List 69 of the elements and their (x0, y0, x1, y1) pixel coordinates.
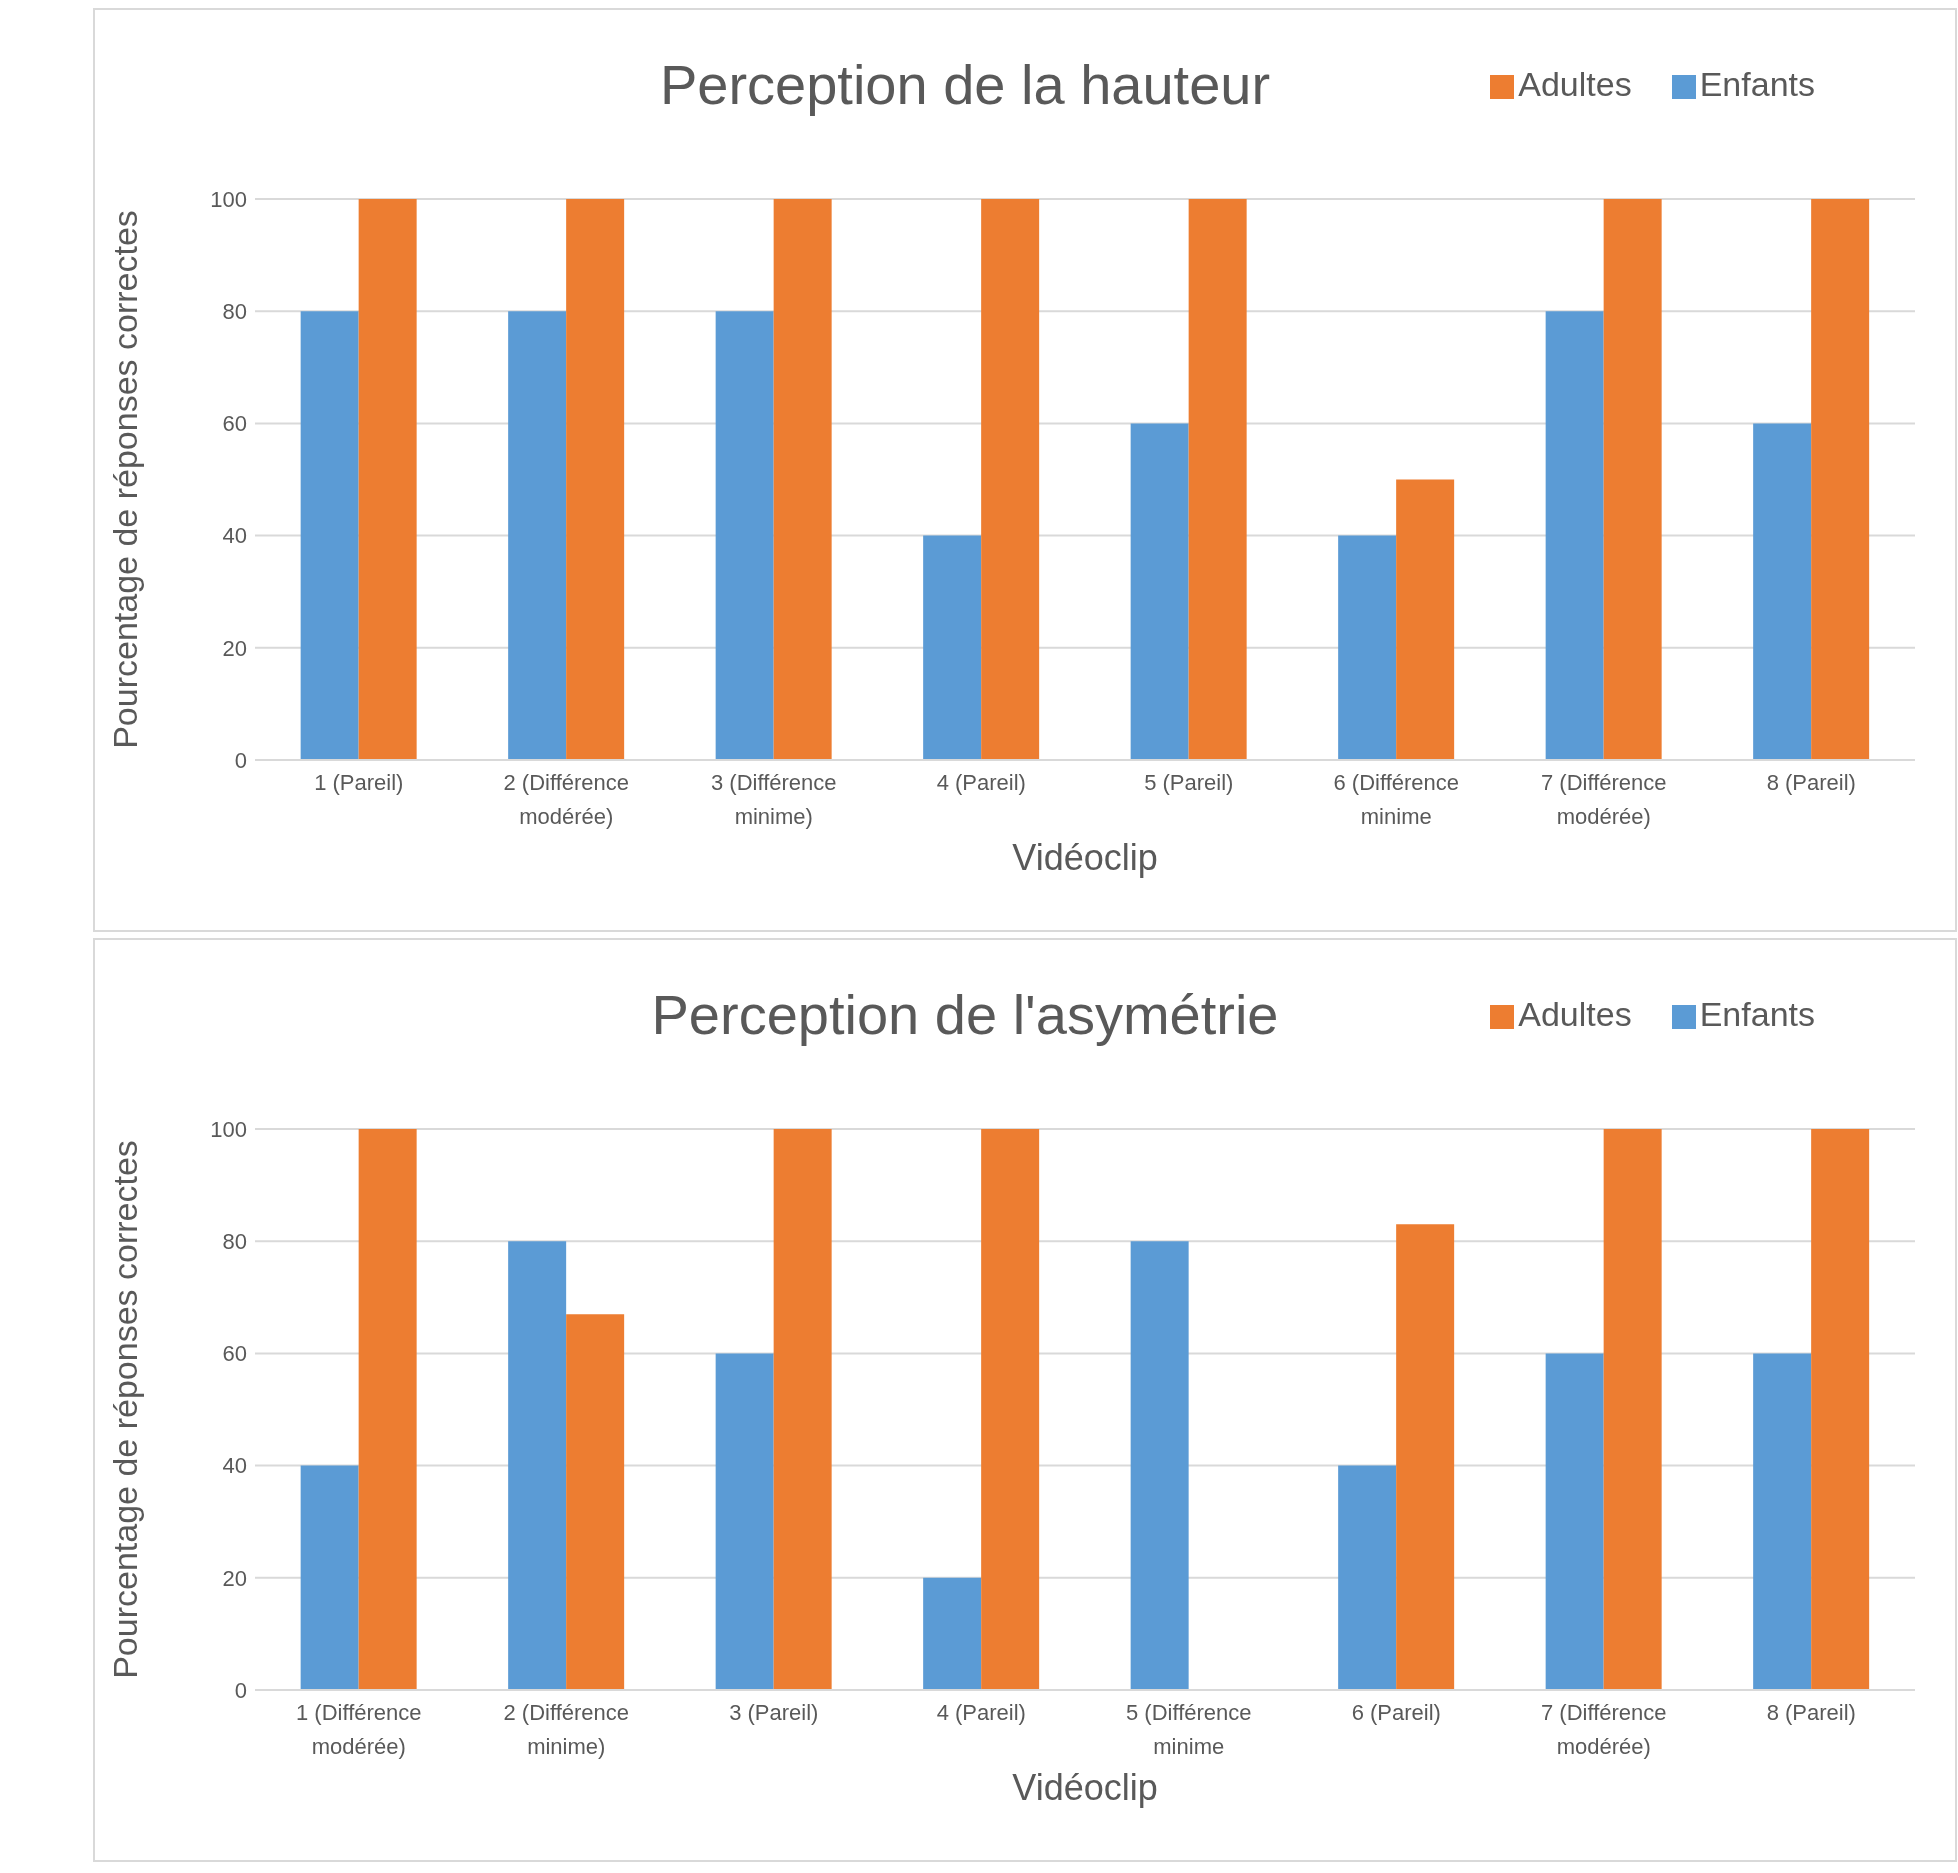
x-tick-label: 5 (Différence minime (1125, 1700, 1252, 1759)
chart-title: Perception de la hauteur (658, 52, 1272, 117)
bar (1338, 535, 1397, 760)
bar (981, 199, 1040, 760)
y-tick-label: 80 (222, 1229, 247, 1255)
x-tick-label: 1 (Pareil) (314, 770, 404, 795)
x-tick-label: 4 (Pareil) (936, 1700, 1026, 1725)
y-tick-label: 40 (222, 523, 247, 549)
bar (715, 1353, 774, 1690)
bar (300, 311, 359, 760)
y-axis-title: Pourcentage de réponses correctes (106, 210, 145, 749)
legend-label: Enfants (1699, 65, 1815, 103)
bar (1603, 1129, 1662, 1690)
bar (981, 1129, 1040, 1690)
bar (1130, 1241, 1189, 1690)
y-tick-label: 0 (234, 747, 247, 773)
x-tick-label: 6 (Pareil) (1351, 1700, 1441, 1725)
x-tick-label: 1 (Différence modérée) (295, 1700, 422, 1759)
bar (1811, 199, 1870, 760)
x-tick-label: 5 (Pareil) (1144, 770, 1234, 795)
y-tick-label: 100 (210, 1116, 247, 1142)
bar (715, 311, 774, 760)
bar (1545, 311, 1604, 760)
bar (1603, 199, 1662, 760)
y-tick-label: 0 (234, 1677, 247, 1703)
bar (1188, 199, 1247, 760)
bar (1338, 1465, 1397, 1690)
legend-label: Adultes (1518, 995, 1632, 1033)
bar (1130, 423, 1189, 760)
y-tick-label: 20 (222, 1565, 247, 1591)
legend-label: Adultes (1518, 65, 1632, 103)
y-axis-title: Pourcentage de réponses correctes (106, 1140, 145, 1679)
x-tick-label: 3 (Différence minime) (710, 770, 837, 829)
bar (773, 1129, 832, 1690)
bar (508, 1241, 567, 1690)
y-tick-label: 40 (222, 1453, 247, 1479)
y-tick-label: 60 (222, 411, 247, 437)
bar (1811, 1129, 1870, 1690)
bar (358, 1129, 417, 1690)
bar (358, 199, 417, 760)
x-tick-label: 3 (Pareil) (729, 1700, 819, 1725)
y-tick-label: 60 (222, 1341, 247, 1367)
x-axis-title: Vidéoclip (1012, 837, 1158, 878)
legend-label: Enfants (1699, 995, 1815, 1033)
chart-title: Perception de l'asymétrie (650, 982, 1280, 1047)
x-tick-label: 7 (Différence modérée) (1540, 1700, 1667, 1759)
x-tick-label: 2 (Différence minime) (503, 1700, 630, 1759)
x-tick-label: 8 (Pareil) (1766, 770, 1856, 795)
bar (1545, 1353, 1604, 1690)
x-tick-label: 6 (Différence minime (1333, 770, 1460, 829)
bar (773, 199, 832, 760)
bar (566, 199, 625, 760)
bar (923, 1577, 982, 1690)
bar (508, 311, 567, 760)
x-tick-label: 7 (Différence modérée) (1540, 770, 1667, 829)
bar (566, 1314, 625, 1690)
x-tick-label: 8 (Pareil) (1766, 1700, 1856, 1725)
bar (1753, 1353, 1812, 1690)
bar (1396, 479, 1455, 760)
x-tick-label: 2 (Différence modérée) (503, 770, 630, 829)
x-axis-title: Vidéoclip (1012, 1767, 1158, 1808)
bar (923, 535, 982, 760)
y-tick-label: 20 (222, 635, 247, 661)
bar (1753, 423, 1812, 760)
bar (1396, 1224, 1455, 1690)
x-tick-label: 4 (Pareil) (936, 770, 1026, 795)
y-tick-label: 80 (222, 299, 247, 325)
bar (300, 1465, 359, 1690)
y-tick-label: 100 (210, 186, 247, 212)
